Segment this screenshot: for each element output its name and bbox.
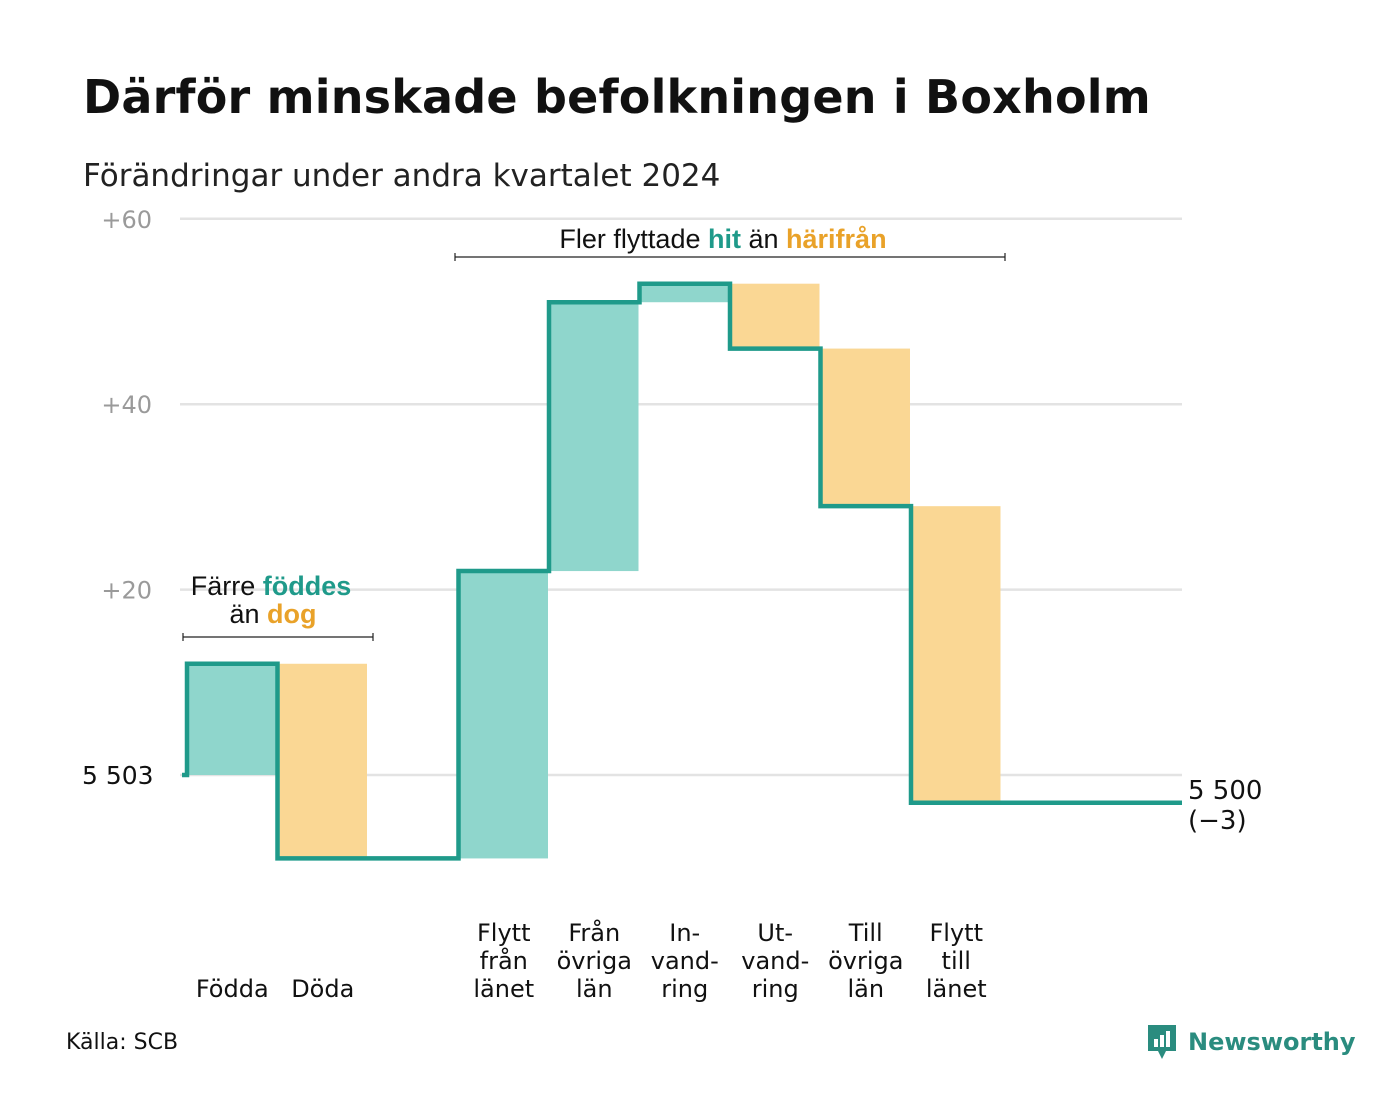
- y-tick-label: +60: [101, 206, 152, 234]
- category-label: Flytt: [930, 919, 984, 947]
- category-label: Födda: [196, 975, 269, 1003]
- chart-subtitle: Förändringar under andra kvartalet 2024: [83, 158, 721, 194]
- category-label: från: [480, 946, 528, 975]
- category-label: övriga: [828, 947, 903, 975]
- category-label: vand-: [741, 947, 809, 975]
- waterfall-bar: [188, 663, 277, 775]
- category-label: Från: [568, 918, 620, 947]
- waterfall-bar: [731, 283, 820, 349]
- y-tick-label: +40: [101, 391, 152, 419]
- end-value-label: 5 500: [1188, 776, 1262, 806]
- category-label: län: [847, 975, 884, 1003]
- category-label: till: [942, 947, 971, 975]
- brand-name: Newsworthy: [1188, 1028, 1356, 1056]
- category-label: In-: [669, 919, 700, 947]
- bar-layer: [188, 283, 1001, 859]
- category-label: övriga: [557, 947, 632, 975]
- waterfall-bar: [640, 283, 729, 303]
- category-label: Döda: [291, 975, 354, 1003]
- waterfall-bar: [278, 663, 367, 859]
- births-annotation-line2: än dog: [229, 599, 316, 629]
- end-change-label: (−3): [1188, 806, 1247, 836]
- brand-logo: Newsworthy: [1146, 1022, 1356, 1062]
- category-label: län: [576, 975, 613, 1003]
- category-label: Flytt: [477, 919, 531, 947]
- category-label: länet: [926, 975, 987, 1003]
- category-label: vand-: [651, 947, 719, 975]
- waterfall-bar: [550, 302, 639, 572]
- waterfall-bar: [459, 571, 548, 859]
- category-label: ring: [661, 975, 708, 1003]
- category-label: länet: [473, 975, 534, 1003]
- chart-title: Därför minskade befolkningen i Boxholm: [83, 70, 1151, 124]
- migration-annotation: Fler flyttade hit än härifrån: [559, 224, 886, 254]
- waterfall-bar: [821, 348, 910, 507]
- cumulative-step-line: [182, 281, 1182, 861]
- newsworthy-icon: [1148, 1025, 1176, 1059]
- start-value-label: 5 503: [82, 761, 154, 790]
- y-tick-label: +20: [101, 577, 152, 605]
- line-layer: [182, 281, 1182, 861]
- source-note: Källa: SCB: [66, 1030, 179, 1055]
- category-label: Till: [848, 919, 883, 947]
- category-label: ring: [752, 975, 799, 1003]
- category-label: Ut-: [757, 919, 793, 947]
- births-annotation-line1: Färre föddes: [191, 571, 352, 601]
- waterfall-bar: [912, 506, 1001, 803]
